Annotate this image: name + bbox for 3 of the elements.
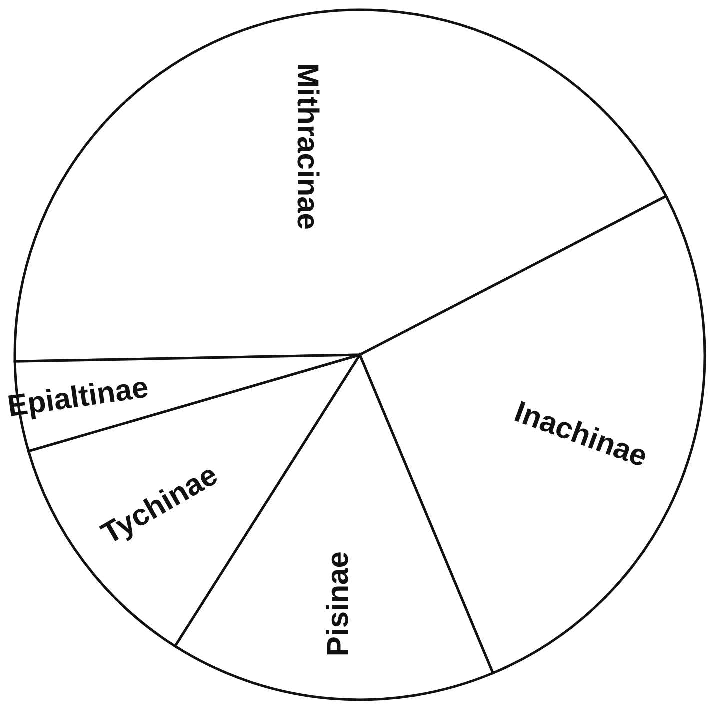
slice-label: Mithracinae — [291, 63, 324, 230]
slice-label: Epialtinae — [6, 371, 151, 424]
slice-label: Pisinae — [322, 552, 355, 657]
